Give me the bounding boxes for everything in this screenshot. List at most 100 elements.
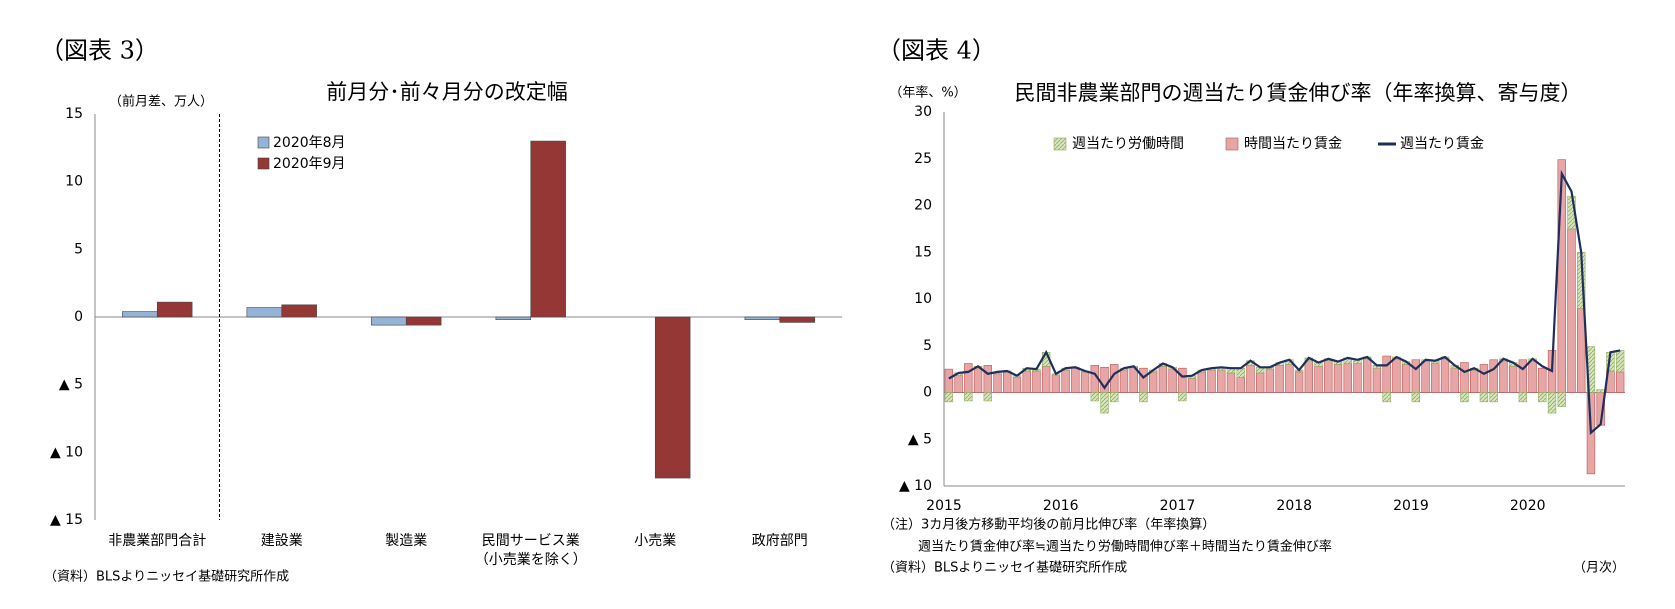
x-tick-label: 非農業部門合計 bbox=[108, 533, 206, 549]
x-tick-label: 小売業 bbox=[634, 533, 676, 549]
x-tick-label: 2015 bbox=[926, 498, 962, 514]
y-axis-label: （前月差、万人） bbox=[109, 94, 213, 110]
y-tick-label: ▲ 10 bbox=[899, 478, 932, 494]
bar-segment bbox=[1615, 371, 1625, 393]
bar bbox=[654, 316, 691, 479]
bar-segment bbox=[1499, 361, 1508, 393]
bar bbox=[122, 311, 158, 318]
x-tick-label: 民間サービス業（小売業を除く） bbox=[475, 533, 587, 568]
legend-swatch bbox=[1225, 137, 1239, 151]
bar-segment bbox=[1178, 392, 1187, 402]
y-tick-label: ▲ 5 bbox=[59, 377, 83, 393]
source: （資料）BLSよりニッセイ基礎研究所作成 bbox=[882, 561, 1127, 576]
x-tick-label: 製造業 bbox=[385, 533, 427, 549]
y-tick-label: 5 bbox=[74, 241, 83, 257]
bar-segment bbox=[1479, 364, 1489, 393]
x-tick-label: 2017 bbox=[1160, 498, 1196, 514]
bar-segment bbox=[1080, 371, 1090, 393]
bar-segment bbox=[1567, 228, 1576, 393]
bar-segment bbox=[1100, 392, 1109, 414]
legend-label: 週当たり労働時間 bbox=[1072, 136, 1184, 152]
bar-segment bbox=[1431, 363, 1440, 393]
x-unit: （月次） bbox=[1573, 560, 1625, 576]
y-tick-label: ▲ 15 bbox=[50, 512, 83, 528]
legend-box bbox=[1006, 128, 1512, 160]
bar-segment bbox=[1596, 389, 1605, 393]
bar-segment bbox=[1372, 367, 1382, 393]
bar-segment bbox=[1178, 367, 1187, 393]
y-tick-label: 20 bbox=[914, 198, 932, 214]
bar-segment bbox=[1275, 365, 1284, 393]
bar-segment bbox=[1411, 392, 1421, 403]
bar-segment bbox=[1479, 392, 1489, 403]
bar-segment bbox=[1265, 368, 1275, 393]
bar-segment bbox=[1197, 371, 1206, 393]
bar-segment bbox=[1226, 372, 1236, 393]
bar bbox=[495, 316, 532, 321]
x-tick-label: 2019 bbox=[1393, 498, 1429, 514]
bar-segment bbox=[1207, 369, 1216, 393]
bar-segment bbox=[1460, 392, 1469, 403]
bar-segment bbox=[1294, 371, 1304, 393]
bar-segment bbox=[1421, 361, 1430, 393]
bar-segment bbox=[1139, 367, 1148, 393]
bar bbox=[371, 316, 407, 326]
y-tick-label: 0 bbox=[923, 385, 932, 401]
bar bbox=[530, 140, 566, 318]
bar-segment bbox=[1508, 366, 1518, 393]
y-tick-label: 5 bbox=[923, 338, 932, 354]
y-tick-label: ▲ 10 bbox=[50, 444, 83, 460]
bar bbox=[281, 304, 317, 318]
bar-segment bbox=[1440, 358, 1450, 393]
bar bbox=[156, 301, 193, 318]
y-tick-label: 15 bbox=[914, 244, 932, 260]
bar-segment bbox=[1187, 378, 1197, 393]
bar-segment bbox=[1032, 370, 1041, 393]
legend-label: 2020年9月 bbox=[273, 156, 346, 172]
legend-label: 時間当たり賃金 bbox=[1244, 136, 1342, 152]
bar-segment bbox=[964, 392, 973, 402]
figure-label: （図表 4） bbox=[877, 37, 996, 65]
bar-segment bbox=[983, 392, 992, 402]
figure-label: （図表 3） bbox=[40, 37, 159, 65]
line bbox=[948, 169, 1621, 435]
chart: （図表 4） 民間非農業部門の週当たり賃金伸び率（年率換算、寄与度） （年率、%） （… bbox=[877, 37, 1625, 576]
bar-segment bbox=[1158, 366, 1168, 393]
bar-segment bbox=[1382, 355, 1391, 393]
bar bbox=[779, 316, 815, 323]
legend-swatch bbox=[1053, 137, 1067, 151]
bar-segment bbox=[1110, 392, 1119, 403]
bar-segment bbox=[1353, 363, 1362, 393]
bar-segment bbox=[1061, 369, 1070, 393]
x-tick-label: 政府部門 bbox=[752, 533, 808, 549]
bar-segment bbox=[1255, 372, 1265, 393]
bar-segment bbox=[1041, 366, 1051, 393]
bar-segment bbox=[964, 363, 973, 393]
y-tick-label: 25 bbox=[914, 151, 932, 167]
y-tick-label: ▲ 5 bbox=[908, 431, 932, 447]
bar-segment bbox=[1382, 392, 1391, 403]
bar-segment bbox=[1304, 360, 1314, 393]
legend-label: 週当たり賃金 bbox=[1400, 136, 1484, 152]
y-axis-label: （年率、%） bbox=[889, 85, 966, 101]
bar-segment bbox=[1148, 371, 1158, 393]
source: （資料）BLSよりニッセイ基礎研究所作成 bbox=[44, 570, 289, 585]
bar-segment bbox=[1285, 364, 1294, 393]
legend-label: 2020年8月 bbox=[273, 135, 346, 151]
bar-segment bbox=[973, 367, 983, 393]
legend-swatch bbox=[257, 136, 270, 149]
chart-title: 民間非農業部門の週当たり賃金伸び率（年率換算、寄与度） bbox=[1015, 81, 1582, 105]
x-tick-label: 2018 bbox=[1276, 498, 1312, 514]
chart: （図表 3） 前月分･前々月分の改定幅 （前月差、万人） （資料）BLSよりニッセイ基… bbox=[40, 37, 842, 585]
bar-segment bbox=[1450, 367, 1459, 393]
y-tick-label: 10 bbox=[914, 291, 932, 307]
bar bbox=[744, 316, 781, 321]
y-tick-label: 0 bbox=[74, 309, 83, 325]
bar-segment bbox=[1071, 367, 1080, 393]
bar-segment bbox=[1557, 392, 1566, 407]
y-tick-label: 15 bbox=[65, 106, 83, 122]
chart-title: 前月分･前々月分の改定幅 bbox=[326, 80, 568, 104]
bar-segment bbox=[954, 375, 963, 393]
bar-segment bbox=[1090, 392, 1099, 402]
